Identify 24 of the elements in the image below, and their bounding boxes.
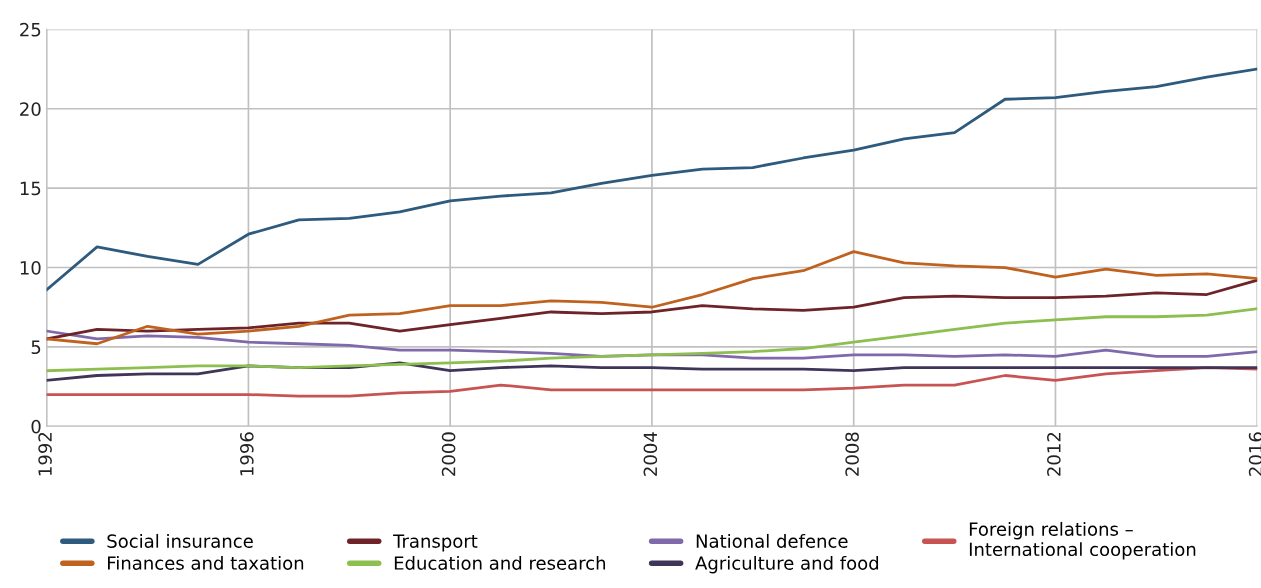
legend-label: Finances and taxation: [108, 555, 304, 570]
legend-label: Social insurance: [107, 533, 253, 548]
x-tick-label: 2000: [441, 432, 456, 476]
x-tick-label: 1992: [38, 432, 52, 476]
y-tick-label: 25: [20, 22, 41, 37]
y-tick-label: 5: [31, 340, 41, 355]
legend-label: Education and research: [394, 555, 606, 570]
x-tick-label: 2012: [1047, 432, 1061, 476]
y-tick-label: 20: [20, 102, 41, 116]
y-tick-label: 10: [20, 261, 41, 275]
x-tick-label: 2004: [643, 432, 658, 476]
y-tick-label: 15: [20, 181, 41, 196]
x-tick-label: 2008: [845, 432, 859, 476]
line-series: [46, 250, 1258, 346]
line-series: [46, 307, 1258, 373]
legend-label: Transport: [393, 534, 478, 552]
line-series: [46, 67, 1258, 292]
legend-label: National defence: [696, 533, 848, 548]
y-tick-label: 0: [31, 419, 41, 434]
x-tick-label: 1996: [240, 432, 254, 476]
legend-label: Agriculture and food: [695, 555, 879, 574]
line-series: [46, 278, 1258, 341]
line-series: [46, 366, 1258, 398]
legend-label: Foreign relations – International cooperation: [969, 521, 1196, 560]
